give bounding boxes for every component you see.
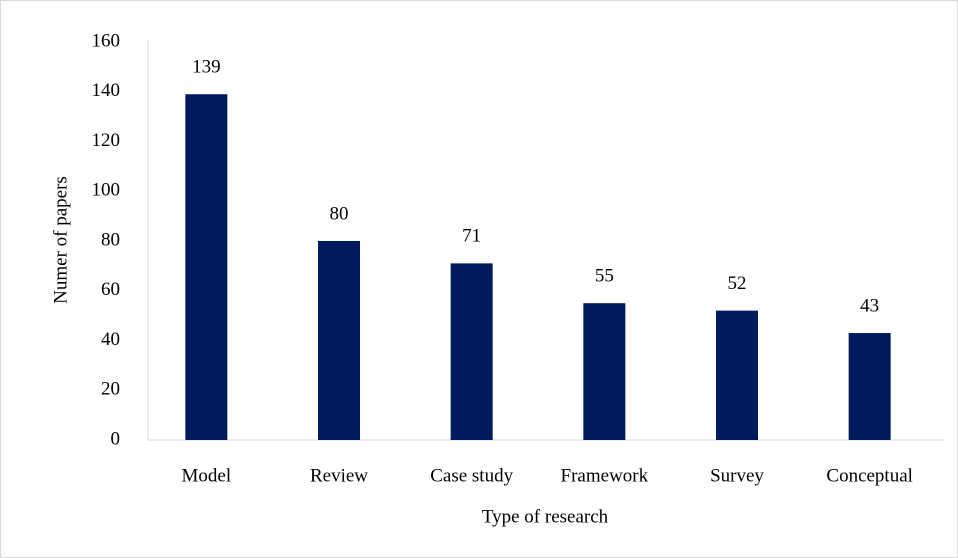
y-tick-label: 80 [101,229,120,250]
y-axis-label: Numer of papers [50,176,71,304]
x-tick-label: Conceptual [826,465,913,486]
y-tick-label: 60 [101,279,120,300]
x-tick-label: Model [182,465,232,486]
x-tick-label: Review [310,465,368,486]
bar [318,241,360,440]
x-tick-label: Case study [430,465,513,486]
data-label: 52 [728,273,747,294]
y-tick-label: 160 [92,30,121,51]
x-tick-label: Framework [561,465,649,486]
bar [450,263,493,440]
x-tick-label: Survey [710,465,764,486]
x-axis-label: Type of research [482,506,609,527]
y-tick-label: 40 [101,329,120,350]
data-label: 55 [595,266,614,287]
bar [716,310,758,440]
data-label: 80 [330,203,349,224]
bar [185,94,228,441]
data-label: 139 [192,57,221,78]
data-label: 43 [860,295,879,316]
bar [583,303,626,440]
y-tick-label: 20 [101,379,120,400]
y-tick-label: 140 [92,80,121,101]
data-label: 71 [462,226,481,247]
y-tick-label: 0 [111,428,121,449]
y-tick-label: 100 [92,180,121,201]
y-tick-label: 120 [92,130,121,151]
bar [848,333,891,440]
